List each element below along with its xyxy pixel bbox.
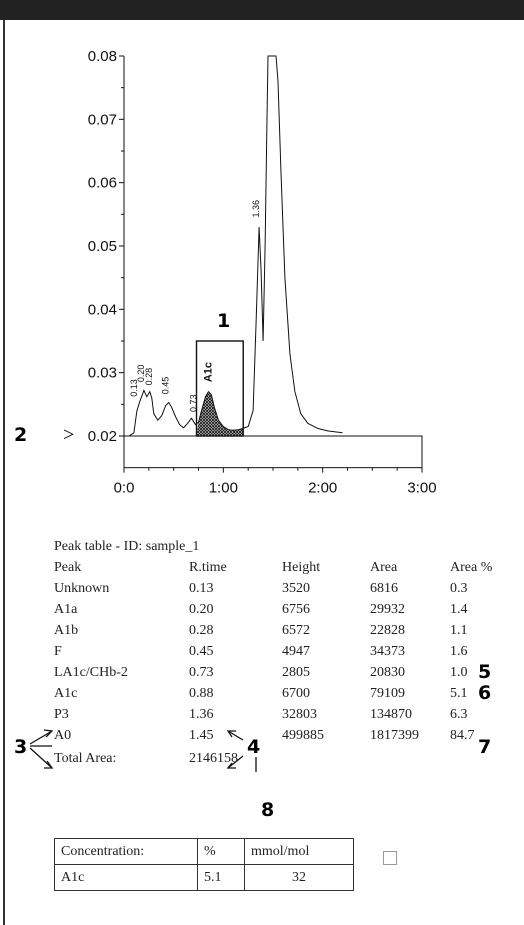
y-tick-label: 0.04: [88, 301, 117, 318]
cell-height: 32803: [282, 707, 317, 722]
peak-label: 0.13: [129, 379, 139, 397]
concentration-mmol-value: 32: [244, 864, 354, 891]
cell-peak: A1b: [54, 623, 79, 638]
marker-7: 7: [478, 736, 492, 758]
cell-rtime: 0.88: [189, 686, 214, 701]
y-tick-label: 0.06: [88, 175, 117, 192]
marker-1: 1: [217, 310, 231, 332]
cell-height: 6572: [282, 623, 310, 638]
cell-area-pct: 84.7: [450, 728, 475, 743]
baseline-box: [123, 435, 423, 469]
cell-area-pct: 1.1: [450, 623, 468, 638]
cell-peak: A0: [54, 728, 72, 743]
concentration-row: A1c 5.1 32: [54, 864, 354, 891]
marker-6: 6: [478, 682, 492, 704]
arrow-3-to-a1c-head: [43, 729, 54, 738]
chromatogram-trace: [124, 55, 343, 437]
concentration-header-label: Concentration:: [54, 838, 198, 865]
cell-rtime: 1.36: [189, 707, 214, 722]
peak-label: 0.20: [136, 365, 146, 383]
cell-height: 2805: [282, 665, 310, 680]
cell-area: 20830: [370, 665, 405, 680]
result-checkbox[interactable]: [383, 851, 397, 865]
peak-label: 1.36: [251, 200, 261, 218]
marker-3: 3: [14, 736, 28, 758]
cell-height: 6700: [282, 686, 310, 701]
total-area-value: 2146158: [189, 751, 238, 766]
cell-area: 79109: [370, 686, 405, 701]
cell-area-pct: 6.3: [450, 707, 468, 722]
marker-4: 4: [247, 736, 261, 758]
cell-peak: Unknown: [54, 581, 110, 596]
x-tick-label: 3:00: [407, 480, 436, 497]
cell-area-pct: 1.6: [450, 644, 468, 659]
a1c-shaded-peak: [196, 391, 244, 436]
cell-area-pct: 5.1: [450, 686, 468, 701]
cell-area: 34373: [370, 644, 405, 659]
cell-area: 22828: [370, 623, 405, 638]
x-tick-label: 2:00: [308, 480, 337, 497]
peak-label: A1c: [202, 362, 214, 382]
arrow-4-to-rtime-a1c: [227, 730, 244, 741]
peak-label: 0.28: [144, 368, 154, 386]
cell-rtime: 0.28: [189, 623, 214, 638]
cell-area: 134870: [370, 707, 412, 722]
concentration-header-row: Concentration: % mmol/mol: [54, 838, 354, 865]
cell-area-pct: 0.3: [450, 581, 468, 596]
cell-area-pct: 1.4: [450, 602, 468, 617]
cell-area: 29932: [370, 602, 405, 617]
cell-peak: A1a: [54, 602, 78, 617]
concentration-header-mmol: mmol/mol: [244, 838, 354, 865]
y-tick-label: 0.02: [88, 428, 117, 445]
peak-table-title: Peak table - ID: sample_1: [54, 539, 200, 554]
marker-8: 8: [261, 799, 275, 821]
header-rtime: R.time: [189, 560, 227, 575]
cell-rtime: 1.45: [189, 728, 214, 743]
header-peak: Peak: [54, 560, 82, 575]
concentration-pct-value: 5.1: [197, 864, 245, 891]
concentration-header-pct: %: [197, 838, 245, 865]
cell-area: 6816: [370, 581, 398, 596]
y-tick-label: 0.07: [88, 111, 117, 128]
left-border-line: [3, 20, 5, 925]
top-bar: [0, 0, 524, 20]
cell-area-pct: 1.0: [450, 665, 468, 680]
cell-rtime: 0.20: [189, 602, 214, 617]
concentration-table: Concentration: % mmol/mol A1c 5.1 32: [54, 838, 354, 891]
marker-2-arrow: >: [63, 424, 75, 446]
cell-height: 3520: [282, 581, 310, 596]
cell-rtime: 0.73: [189, 665, 214, 680]
cell-height: 6756: [282, 602, 310, 617]
arrow-3-to-a0: [29, 747, 53, 769]
y-tick-label: 0.08: [88, 48, 117, 65]
peak-label: 0.73: [189, 394, 199, 412]
concentration-analyte: A1c: [54, 864, 198, 891]
cell-peak: P3: [54, 707, 69, 722]
peak-label: 0.45: [161, 377, 171, 395]
cell-height: 4947: [282, 644, 310, 659]
x-tick-label: 1:00: [209, 480, 238, 497]
marker-5: 5: [478, 661, 492, 683]
header-area-pct: Area %: [450, 560, 493, 575]
a1c-window-box: [195, 340, 244, 437]
cell-peak: LA1c/CHb-2: [54, 665, 128, 680]
cell-rtime: 0.13: [189, 581, 214, 596]
header-height: Height: [282, 560, 321, 575]
y-tick-label: 0.03: [88, 365, 117, 382]
y-tick-label: 0.05: [88, 238, 117, 255]
cell-peak: A1c: [54, 686, 78, 701]
cell-peak: F: [54, 644, 62, 659]
chromatogram-chart: 0.08 0.07 0.06 0.05 0.04 0.03 0.02 0:0 1:00 2:00 3…: [88, 48, 437, 497]
x-tick-label: 0:0: [114, 480, 135, 497]
arrow-4-to-rtime-a1c-head: [226, 730, 236, 738]
arrow-3-to-a1c: [29, 730, 53, 745]
header-area: Area: [370, 560, 398, 575]
marker-2: 2: [14, 424, 28, 446]
cell-area: 1817399: [370, 728, 419, 743]
total-area-label: Total Area:: [54, 751, 117, 766]
cell-rtime: 0.45: [189, 644, 214, 659]
cell-height: 499885: [282, 728, 324, 743]
arrow-3-to-a0-head: [44, 760, 54, 769]
